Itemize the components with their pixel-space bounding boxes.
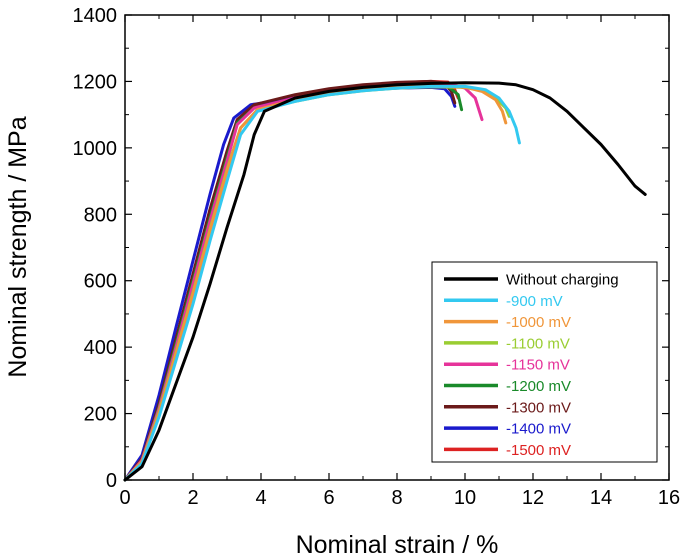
- y-tick-label-1: 200: [84, 404, 117, 426]
- x-axis-title: Nominal strain / %: [296, 531, 499, 558]
- legend-label-2: -1000 mV: [506, 314, 571, 331]
- legend-label-8: -1500 mV: [506, 442, 571, 459]
- y-tick-label-4: 800: [84, 204, 117, 226]
- series-line-8: [123, 79, 460, 482]
- axis-ticks: [124, 14, 670, 481]
- series-line-0: [123, 81, 647, 482]
- series-line-4: [123, 82, 484, 482]
- x-tick-label-0: 0: [119, 487, 130, 509]
- legend-label-4: -1150 mV: [506, 357, 570, 374]
- legend-label-0: Without charging: [506, 272, 619, 289]
- y-tick-label-2: 400: [84, 337, 117, 359]
- x-tick-label-8: 16: [658, 487, 680, 509]
- x-tick-label-1: 2: [187, 487, 198, 509]
- x-tick-label-5: 10: [454, 487, 476, 509]
- legend-label-1: -900 mV: [506, 293, 563, 310]
- legend-label-5: -1200 mV: [506, 378, 571, 395]
- x-tick-label-3: 6: [323, 487, 334, 509]
- x-tick-label-7: 14: [590, 487, 612, 509]
- tick-labels: 0 2 4 6 8 10 12 14 16 0 200 400 600 800 1000 1200 1400: [73, 5, 681, 509]
- series-line-1: [123, 84, 521, 482]
- legend-label-6: -1300 mV: [506, 399, 571, 416]
- y-tick-label-6: 1200: [73, 71, 118, 93]
- legend-label-7: -1400 mV: [506, 421, 571, 438]
- legend: Without charging -900 mV -1000 mV -1100 mV -…: [431, 261, 658, 463]
- x-tick-label-4: 8: [391, 487, 402, 509]
- y-tick-label-3: 600: [84, 271, 117, 293]
- x-tick-label-2: 4: [255, 487, 266, 509]
- y-tick-label-7: 1400: [73, 5, 118, 27]
- legend-label-3: -1100 mV: [506, 335, 570, 352]
- x-tick-label-6: 12: [522, 487, 544, 509]
- series-line-5: [123, 83, 464, 482]
- series-line-6: [123, 79, 457, 482]
- series-line-2: [123, 84, 508, 482]
- y-tick-label-0: 0: [106, 470, 117, 492]
- y-axis-title: Nominal strength / MPa: [4, 116, 32, 377]
- y-tick-label-5: 1000: [73, 138, 118, 160]
- series-line-7: [123, 85, 457, 482]
- series-lines: [123, 79, 647, 482]
